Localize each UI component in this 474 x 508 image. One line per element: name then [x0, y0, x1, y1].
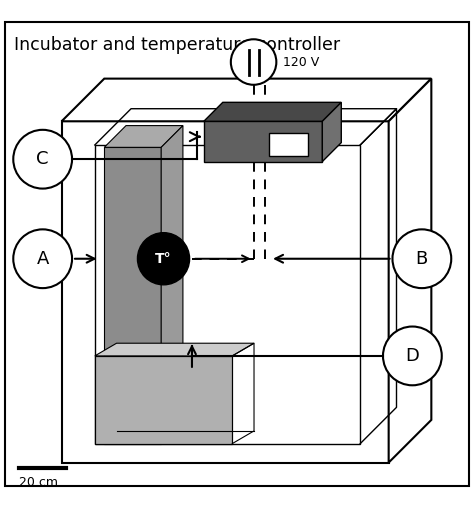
Circle shape: [137, 233, 190, 285]
Circle shape: [383, 327, 442, 385]
Circle shape: [392, 229, 451, 288]
Polygon shape: [104, 125, 183, 147]
Polygon shape: [322, 102, 341, 162]
Text: 120 V: 120 V: [283, 55, 319, 69]
Polygon shape: [161, 125, 183, 443]
Text: C: C: [36, 150, 49, 168]
Bar: [62, 121, 389, 463]
Text: Incubator and temperature controller: Incubator and temperature controller: [14, 36, 340, 54]
Bar: [104, 147, 161, 443]
Bar: [269, 134, 308, 155]
Circle shape: [13, 229, 72, 288]
Text: 20 cm: 20 cm: [19, 476, 58, 489]
Text: B: B: [416, 250, 428, 268]
Polygon shape: [95, 343, 254, 356]
Bar: [95, 145, 360, 443]
Bar: [204, 121, 322, 162]
Polygon shape: [204, 102, 341, 121]
Polygon shape: [389, 79, 431, 463]
Circle shape: [13, 130, 72, 188]
Text: A: A: [36, 250, 49, 268]
Text: D: D: [405, 347, 419, 365]
Polygon shape: [62, 79, 431, 121]
Bar: [95, 356, 232, 443]
Text: T°: T°: [155, 252, 172, 266]
Circle shape: [231, 39, 276, 85]
Bar: [95, 356, 232, 443]
